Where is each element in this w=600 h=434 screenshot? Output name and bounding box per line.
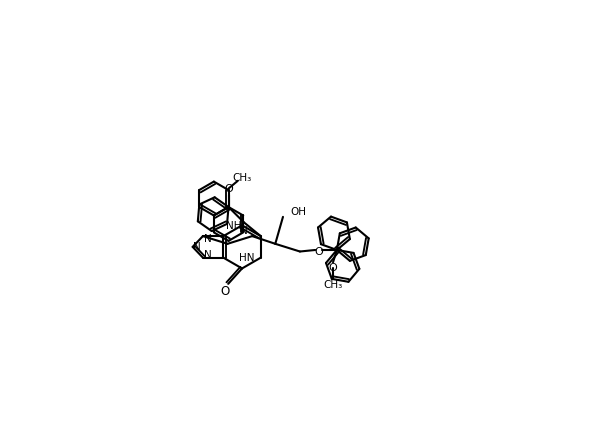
Text: CH₃: CH₃ [323,280,343,290]
Text: O: O [224,184,233,194]
Text: HN: HN [239,253,254,263]
Text: N: N [193,242,201,252]
Text: NH: NH [226,221,241,231]
Text: N: N [203,250,211,260]
Text: CH₃: CH₃ [233,173,252,183]
Text: O: O [329,263,337,273]
Text: O: O [315,247,323,256]
Text: N: N [203,234,211,244]
Text: OH: OH [290,207,307,217]
Text: O: O [220,285,230,298]
Text: N: N [240,227,247,237]
